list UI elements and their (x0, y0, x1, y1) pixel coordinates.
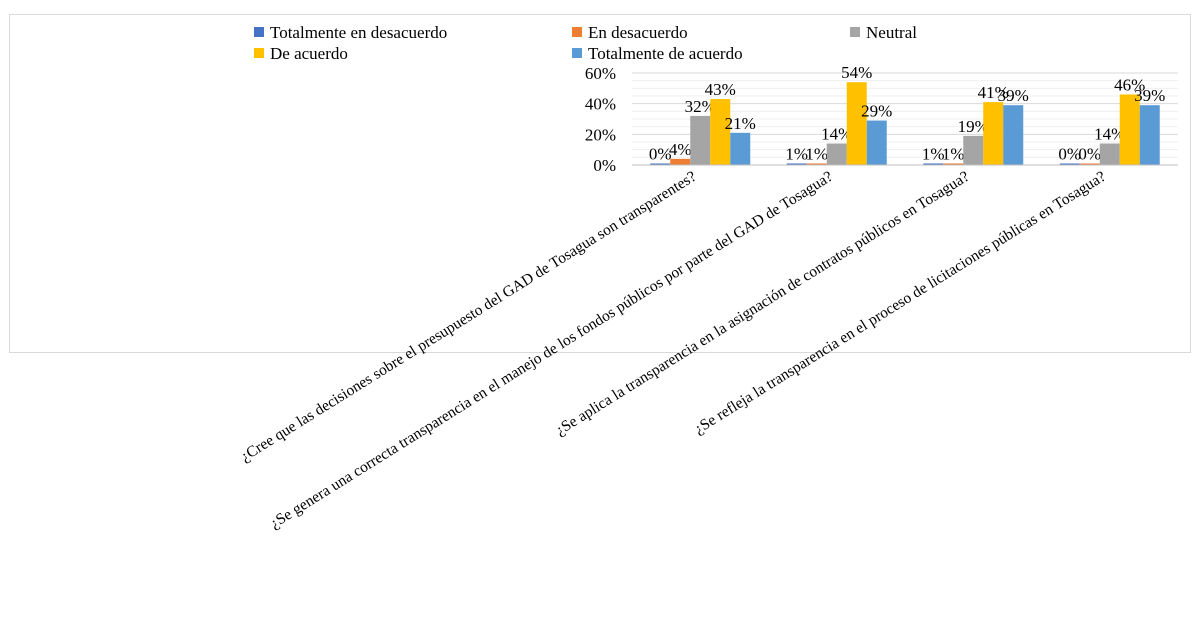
data-label: 0% (649, 145, 672, 164)
legend-swatch (254, 27, 264, 37)
data-label: 4% (669, 140, 692, 159)
y-tick-label: 40% (585, 95, 616, 114)
legend-label: Totalmente de acuerdo (588, 44, 743, 63)
data-label: 21% (725, 114, 756, 133)
data-label: 54% (841, 63, 872, 82)
bar (826, 143, 847, 165)
bar (943, 163, 964, 165)
data-label: 0% (1078, 145, 1101, 164)
data-label: 39% (1134, 86, 1165, 105)
bar (670, 158, 691, 165)
legend-label: Totalmente en desacuerdo (270, 23, 447, 42)
bar (1079, 163, 1100, 165)
legend-label: Neutral (866, 23, 917, 42)
data-label: 1% (942, 144, 965, 163)
data-label: 19% (958, 117, 989, 136)
bar (1139, 105, 1160, 165)
data-label: 41% (978, 83, 1009, 102)
bar (690, 115, 711, 165)
data-label: 0% (1058, 145, 1081, 164)
category-label: ¿Cree que las decisiones sobre el presup… (237, 168, 699, 465)
bar (730, 132, 751, 165)
data-label: 39% (998, 86, 1029, 105)
bar (806, 163, 827, 165)
data-label: 1% (805, 144, 828, 163)
bar (786, 163, 807, 165)
data-label: 43% (705, 80, 736, 99)
legend-swatch (572, 48, 582, 58)
data-label: 46% (1114, 75, 1145, 94)
bar (1059, 163, 1080, 165)
bar (846, 82, 867, 165)
bar (1099, 143, 1120, 165)
bar (710, 99, 731, 165)
legend-label: De acuerdo (270, 44, 348, 63)
y-tick-label: 60% (585, 64, 616, 83)
bar (983, 102, 1004, 165)
y-tick-label: 20% (585, 125, 616, 144)
legend-label: En desacuerdo (588, 23, 688, 42)
bar (650, 163, 671, 165)
bar (923, 163, 944, 165)
data-label: 1% (785, 144, 808, 163)
data-label: 14% (1094, 125, 1125, 144)
bar (963, 135, 984, 165)
data-label: 29% (861, 102, 892, 121)
bar (1003, 105, 1024, 165)
y-tick-label: 0% (593, 156, 616, 175)
legend-swatch (850, 27, 860, 37)
data-label: 32% (685, 97, 716, 116)
bar (1119, 94, 1140, 165)
legend-swatch (572, 27, 582, 37)
legend-swatch (254, 48, 264, 58)
chart-frame (9, 14, 1191, 353)
category-label: ¿Se genera una correcta transparencia en… (267, 168, 836, 532)
data-label: 1% (922, 144, 945, 163)
data-label: 14% (821, 125, 852, 144)
bar (866, 120, 887, 165)
